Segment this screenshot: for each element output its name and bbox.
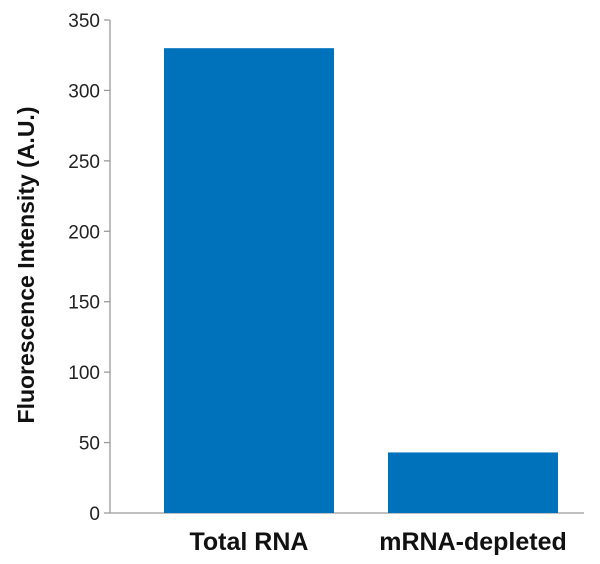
y-axis-title: Fluorescence Intensity (A.U.): [13, 107, 39, 424]
y-tick-label: 200: [68, 222, 100, 243]
y-tick-label: 150: [68, 293, 100, 314]
y-ticks: 0 50 100 150 200 250 300 350: [68, 11, 110, 525]
bar-mrna-depleted: [388, 452, 558, 513]
x-axis: Total RNA mRNA-depleted: [110, 512, 584, 556]
bars: [164, 48, 558, 514]
y-tick-label: 100: [68, 363, 100, 384]
x-category-label: Total RNA: [190, 528, 309, 556]
y-tick-label: 250: [68, 152, 100, 173]
y-axis: 0 50 100 150 200 250 300 350: [68, 11, 111, 525]
bar-total-rna: [164, 48, 334, 514]
y-tick-label: 350: [68, 11, 100, 32]
y-tick-label: 50: [79, 434, 100, 455]
y-tick-label: 0: [89, 504, 100, 525]
x-category-label: mRNA-depleted: [379, 528, 567, 556]
y-tick-label: 300: [68, 81, 100, 102]
x-category-labels: Total RNA mRNA-depleted: [190, 528, 567, 556]
